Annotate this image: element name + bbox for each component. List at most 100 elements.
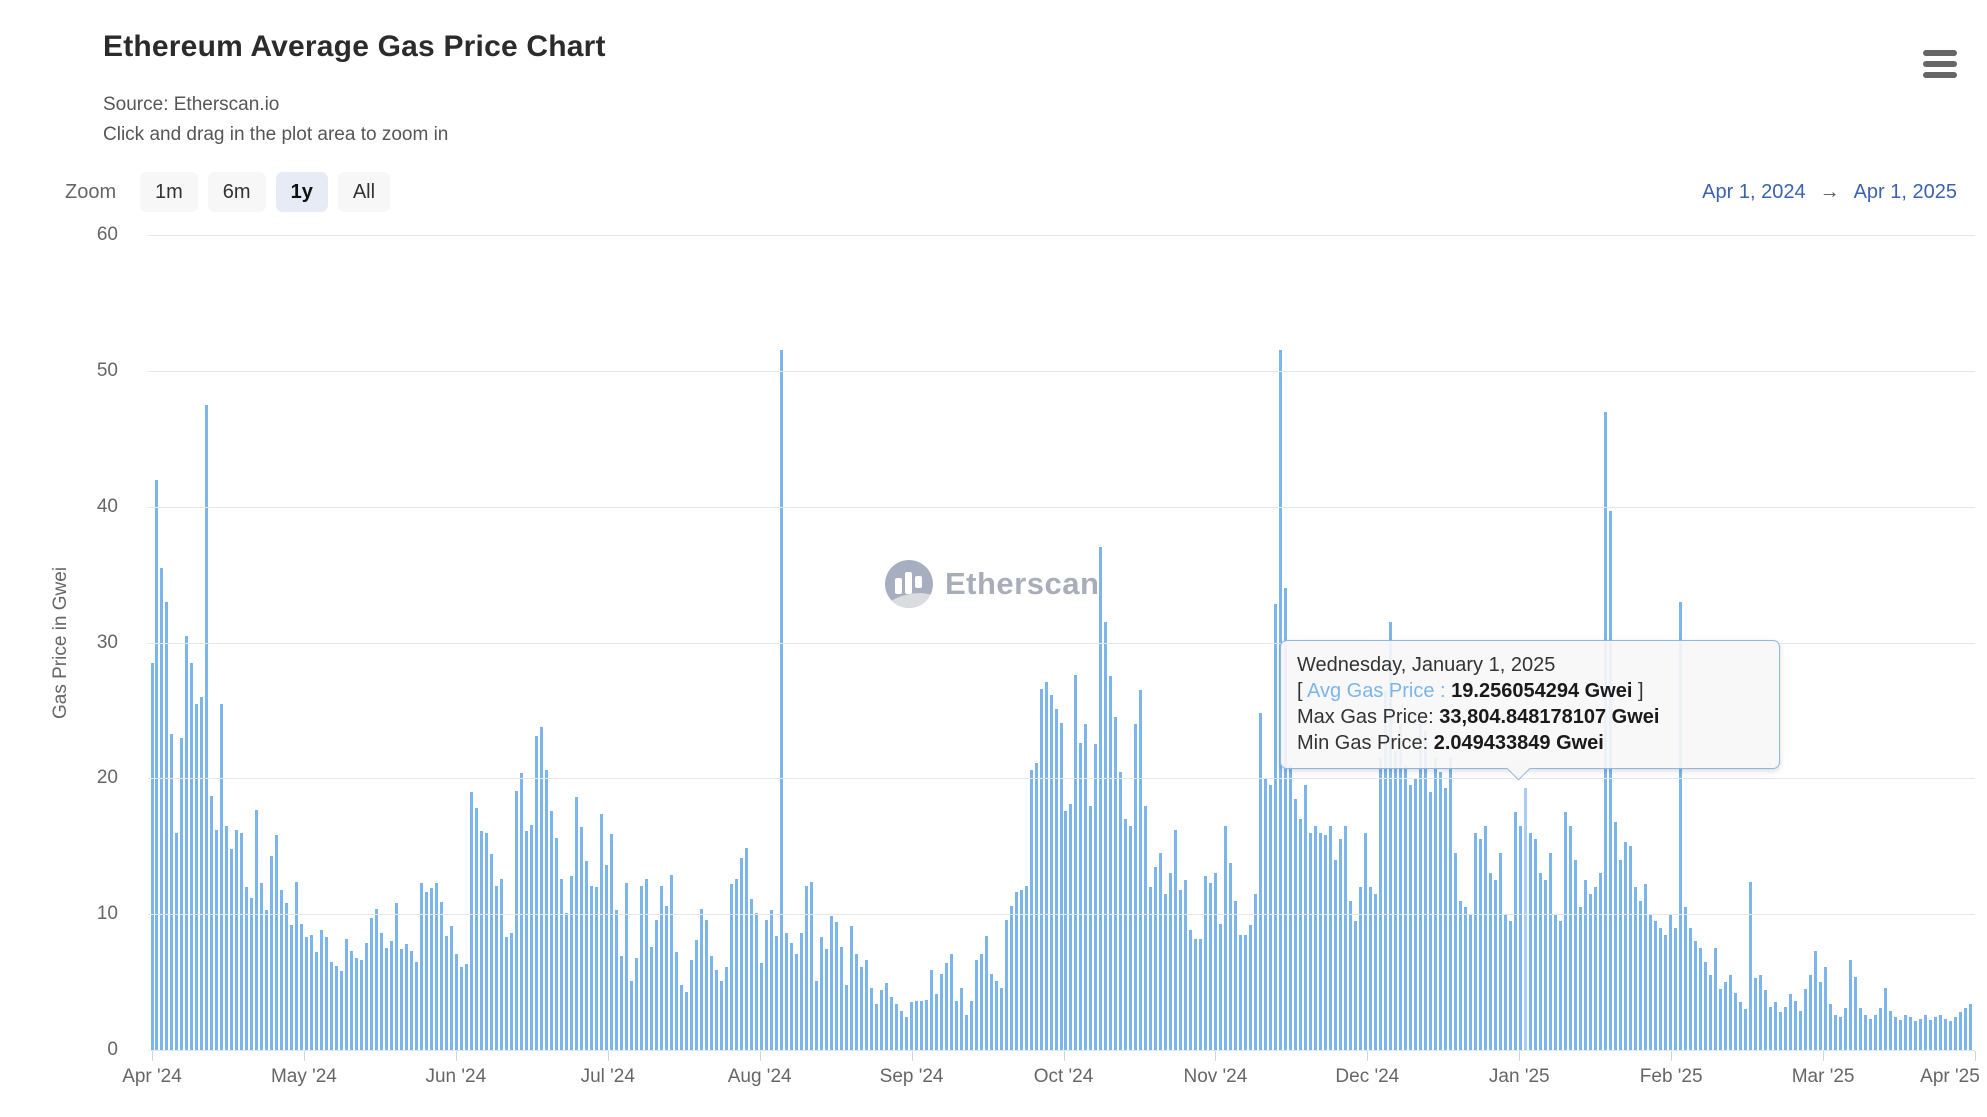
gas-price-bar[interactable] — [684, 991, 688, 1050]
gas-price-bar[interactable] — [470, 791, 474, 1050]
gas-price-bar[interactable] — [1114, 717, 1118, 1050]
gas-price-bar[interactable] — [744, 847, 748, 1050]
range-end-date[interactable]: Apr 1, 2025 — [1853, 181, 1957, 203]
gas-price-bar[interactable] — [994, 980, 998, 1050]
gas-price-bar[interactable] — [879, 990, 883, 1050]
gas-price-bar[interactable] — [415, 961, 419, 1050]
gas-price-bar[interactable] — [1668, 914, 1672, 1050]
gas-price-bar[interactable] — [1618, 859, 1622, 1050]
gas-price-bar[interactable] — [1828, 1003, 1832, 1050]
gas-price-bar[interactable] — [1683, 907, 1687, 1050]
gas-price-bar[interactable] — [1613, 821, 1617, 1050]
gas-price-bar[interactable] — [1693, 941, 1697, 1050]
gas-price-bar[interactable] — [475, 808, 479, 1050]
gas-price-bar[interactable] — [1633, 887, 1637, 1050]
gas-price-bar[interactable] — [1968, 1003, 1972, 1050]
gas-price-bar[interactable] — [1069, 804, 1073, 1050]
gas-price-bar[interactable] — [510, 933, 514, 1050]
gas-price-bar[interactable] — [689, 960, 693, 1050]
gas-price-bar[interactable] — [769, 910, 773, 1050]
gas-price-bar[interactable] — [355, 957, 359, 1050]
gas-price-bar[interactable] — [1738, 1002, 1742, 1050]
zoom-button-1y[interactable]: 1y — [275, 172, 328, 212]
gas-price-bar[interactable] — [1758, 975, 1762, 1050]
gas-price-bar[interactable] — [525, 831, 529, 1050]
gas-price-bar[interactable] — [979, 953, 983, 1050]
hamburger-menu-icon[interactable] — [1918, 46, 1962, 82]
gas-price-bar[interactable] — [1588, 893, 1592, 1050]
gas-price-bar[interactable] — [939, 973, 943, 1050]
zoom-button-all[interactable]: All — [337, 172, 391, 212]
gas-price-bar[interactable] — [1209, 882, 1213, 1050]
gas-price-bar[interactable] — [305, 937, 309, 1050]
gas-price-bar[interactable] — [984, 935, 988, 1050]
gas-price-bar[interactable] — [754, 912, 758, 1050]
gas-price-bar[interactable] — [629, 980, 633, 1050]
gas-price-bar[interactable] — [639, 885, 643, 1050]
gas-price-bar[interactable] — [1439, 771, 1443, 1050]
gas-price-bar[interactable] — [779, 350, 783, 1050]
gas-price-bar[interactable] — [1638, 900, 1642, 1050]
gas-price-bar[interactable] — [455, 953, 459, 1050]
gas-price-bar[interactable] — [729, 884, 733, 1050]
gas-price-bar[interactable] — [405, 944, 409, 1050]
gas-price-bar[interactable] — [734, 878, 738, 1050]
gas-price-bar[interactable] — [310, 934, 314, 1050]
gas-price-bar[interactable] — [719, 980, 723, 1050]
gas-price-bar[interactable] — [330, 961, 334, 1050]
gas-price-bar[interactable] — [849, 926, 853, 1050]
gas-price-bar[interactable] — [170, 733, 174, 1050]
gas-price-bar[interactable] — [540, 726, 544, 1050]
gas-price-bar[interactable] — [869, 987, 873, 1050]
gas-price-bar[interactable] — [1329, 825, 1333, 1050]
gas-price-bar[interactable] — [1543, 880, 1547, 1050]
gas-price-bar[interactable] — [1833, 1014, 1837, 1050]
gas-price-bar[interactable] — [1089, 805, 1093, 1050]
gas-price-bar[interactable] — [714, 969, 718, 1050]
gas-price-bar[interactable] — [490, 854, 494, 1050]
gas-price-bar[interactable] — [659, 885, 663, 1050]
gas-price-bar[interactable] — [1104, 622, 1108, 1050]
gas-price-bar[interactable] — [1269, 785, 1273, 1050]
gas-price-bar[interactable] — [929, 969, 933, 1050]
gas-price-bar[interactable] — [1154, 866, 1158, 1050]
gas-price-bar[interactable] — [789, 942, 793, 1050]
gas-price-bar[interactable] — [1344, 825, 1348, 1050]
gas-price-bar[interactable] — [934, 994, 938, 1050]
gas-price-bar[interactable] — [1074, 675, 1078, 1050]
gas-price-bar[interactable] — [365, 942, 369, 1050]
gas-price-bar[interactable] — [1653, 920, 1657, 1050]
gas-price-bar[interactable] — [215, 829, 219, 1050]
gas-price-bar[interactable] — [395, 903, 399, 1050]
gas-price-bar[interactable] — [1553, 914, 1557, 1050]
gas-price-bar[interactable] — [889, 997, 893, 1050]
gas-price-bar[interactable] — [1479, 839, 1483, 1050]
gas-price-bar[interactable] — [1848, 960, 1852, 1050]
gas-price-bar[interactable] — [1923, 1014, 1927, 1050]
gas-price-bar[interactable] — [669, 874, 673, 1050]
gas-price-bar[interactable] — [1029, 770, 1033, 1050]
gas-price-bar[interactable] — [1548, 853, 1552, 1050]
gas-price-bar[interactable] — [245, 887, 249, 1050]
gas-price-bar[interactable] — [500, 878, 504, 1050]
gas-price-bar[interactable] — [385, 948, 389, 1050]
gas-price-bar[interactable] — [1429, 791, 1433, 1050]
gas-price-bar[interactable] — [1309, 832, 1313, 1050]
gas-price-bar[interactable] — [1533, 839, 1537, 1050]
gas-price-bar[interactable] — [560, 878, 564, 1050]
gas-price-bar[interactable] — [200, 696, 204, 1050]
gas-price-bar[interactable] — [799, 933, 803, 1050]
gas-price-bar[interactable] — [1903, 1014, 1907, 1050]
gas-price-bar[interactable] — [1014, 892, 1018, 1050]
gas-price-bar[interactable] — [959, 987, 963, 1050]
gas-price-bar[interactable] — [1214, 873, 1218, 1050]
gas-price-bar[interactable] — [1708, 975, 1712, 1050]
gas-price-bar[interactable] — [295, 881, 299, 1050]
gas-price-bar[interactable] — [325, 937, 329, 1050]
gas-price-bar[interactable] — [674, 952, 678, 1050]
gas-price-bar[interactable] — [1434, 757, 1438, 1050]
gas-price-bar[interactable] — [1623, 842, 1627, 1050]
gas-price-bar[interactable] — [1514, 812, 1517, 1050]
gas-price-bar[interactable] — [1149, 887, 1153, 1050]
gas-price-bar[interactable] — [1364, 832, 1368, 1050]
